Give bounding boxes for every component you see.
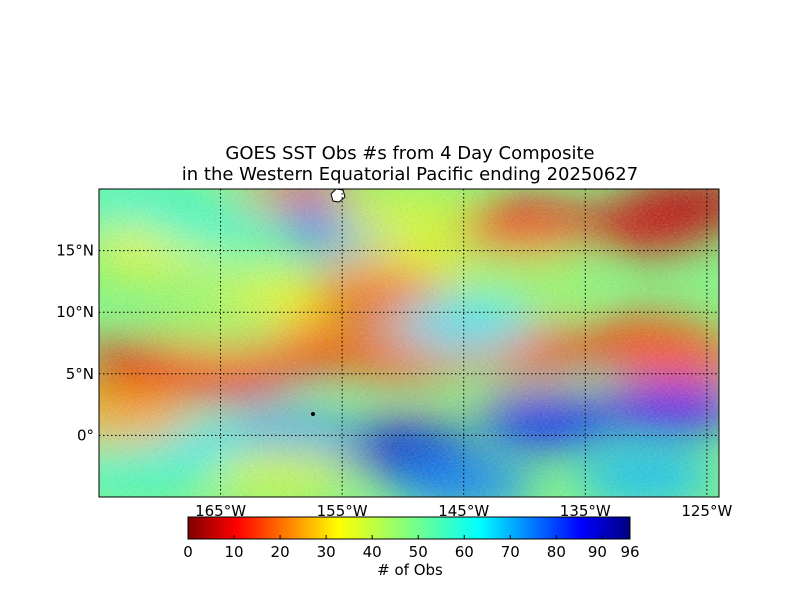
colorbar-tick-label-2: 20 <box>271 543 290 561</box>
colorbar-tick-label-3: 30 <box>317 543 336 561</box>
y-tick-label-1: 10°N <box>56 303 94 321</box>
y-tick-label-0: 15°N <box>56 242 94 260</box>
x-tick-label-4: 125°W <box>681 502 732 520</box>
colorbar-label: # of Obs <box>377 561 443 579</box>
x-tick-label-0: 165°W <box>195 502 246 520</box>
chart-title-line2: in the Western Equatorial Pacific ending… <box>181 164 639 185</box>
x-tick-label-3: 135°W <box>560 502 611 520</box>
small-island-dot <box>311 412 315 416</box>
map-texture <box>99 189 719 497</box>
x-tick-label-2: 145°W <box>438 502 489 520</box>
colorbar-tick-label-9: 90 <box>588 543 607 561</box>
x-tick-label-1: 155°W <box>317 502 368 520</box>
colorbar-tick-label-5: 50 <box>409 543 428 561</box>
colorbar-tick-label-6: 60 <box>455 543 474 561</box>
colorbar-tick-label-8: 80 <box>547 543 566 561</box>
colorbar-tick-label-10: 96 <box>620 543 639 561</box>
colorbar-tick-label-1: 10 <box>224 543 243 561</box>
colorbar-tick-label-0: 0 <box>183 543 193 561</box>
map-frame <box>98 188 720 498</box>
y-tick-label-3: 0° <box>77 426 94 444</box>
hawaii-island-shape <box>330 189 346 203</box>
colorbar <box>187 516 631 540</box>
colorbar-tick-label-7: 70 <box>501 543 520 561</box>
chart-title-line1: GOES SST Obs #s from 4 Day Composite <box>225 143 595 164</box>
y-tick-label-2: 5°N <box>66 365 94 383</box>
colorbar-tick-label-4: 40 <box>363 543 382 561</box>
